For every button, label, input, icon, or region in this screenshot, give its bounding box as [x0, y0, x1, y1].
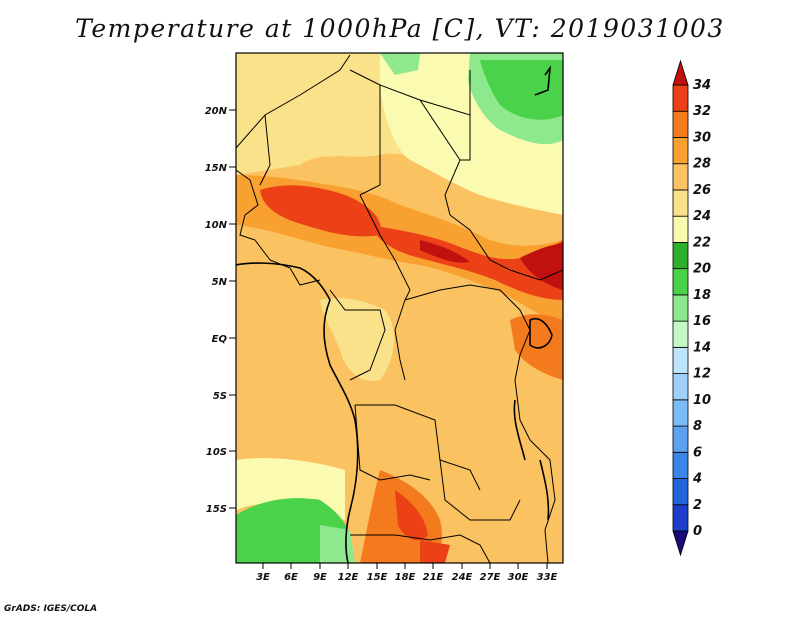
- colorbar-over-triangle: [672, 59, 689, 86]
- field-hot-core-west: [260, 185, 381, 237]
- colorbar-box: [672, 346, 689, 374]
- border-segment: [404, 284, 521, 311]
- red-sea-coast: [534, 65, 552, 96]
- field-central-cool: [320, 298, 395, 381]
- colorbar-label: 30: [693, 130, 711, 145]
- colorbar-label: 12: [693, 367, 711, 382]
- border-segment: [439, 459, 521, 521]
- colorbar-box: [672, 242, 689, 270]
- border-segment: [350, 534, 491, 563]
- colorbar-box: [672, 268, 689, 296]
- colorbar-label: 34: [693, 78, 711, 93]
- lat-tick-label: 15N: [205, 163, 228, 174]
- colorbar-box: [672, 110, 689, 138]
- colorbar-label: 10: [693, 393, 711, 408]
- colorbar-label: 24: [693, 209, 711, 224]
- colorbar-label: 6: [693, 445, 702, 460]
- colorbar-box: [672, 294, 689, 322]
- lon-tick-label: 18E: [395, 572, 416, 583]
- lake-tanganyika: [513, 399, 526, 461]
- colorbar-label: 32: [693, 104, 711, 119]
- colorbar-label: 28: [693, 157, 711, 172]
- lon-tick-label: 24E: [452, 572, 473, 583]
- field-atlantic: [236, 265, 360, 490]
- field-south-hot-tip: [420, 540, 450, 563]
- lon-tick-label: 3E: [256, 572, 270, 583]
- colorbar-box: [672, 373, 689, 401]
- lat-tick-label: 15S: [206, 504, 227, 515]
- colorbar-label: 22: [693, 235, 711, 250]
- border-segment: [394, 299, 406, 381]
- lake-malawi: [539, 459, 550, 521]
- border-segment: [529, 439, 556, 563]
- lon-tick-label: 15E: [367, 572, 388, 583]
- coastlines: [236, 65, 553, 563]
- west-coastline: [236, 262, 359, 563]
- border-segment: [355, 404, 481, 491]
- lon-tick-label: 21E: [423, 572, 444, 583]
- lon-tick-label: 9E: [313, 572, 327, 583]
- colorbar-under-triangle: [672, 530, 689, 557]
- colorbar-label: 18: [693, 288, 711, 303]
- border-segment: [236, 54, 351, 149]
- colorbar-box: [672, 504, 689, 532]
- colorbar-box: [672, 320, 689, 348]
- chart-title: Temperature at 1000hPa [C], VT: 20190310…: [75, 14, 725, 43]
- colorbar-box: [672, 478, 689, 506]
- lat-tick-label: 5S: [213, 391, 227, 402]
- field-north-green-small: [380, 53, 420, 75]
- colorbar-box: [672, 189, 689, 217]
- colorbar-label: 16: [693, 314, 711, 329]
- colorbar-label: 2: [693, 498, 702, 513]
- country-borders: [236, 54, 563, 563]
- colorbar-box: [672, 137, 689, 165]
- lon-tick-label: 30E: [508, 572, 529, 583]
- field-south-green-light: [320, 525, 355, 563]
- field-north-green-dark: [480, 60, 563, 120]
- field-hot-peak-central: [420, 240, 470, 263]
- lon-tick-label: 27E: [480, 572, 501, 583]
- colorbar-label: 4: [692, 472, 702, 487]
- colorbar-box: [672, 425, 689, 453]
- border-segment: [419, 99, 461, 216]
- colorbar-box: [672, 215, 689, 243]
- border-segment: [359, 194, 411, 301]
- lat-tick-label: 10S: [206, 447, 227, 458]
- lon-tick-label: 6E: [284, 572, 298, 583]
- field-south-hot-core: [395, 490, 428, 541]
- border-segment: [259, 114, 271, 186]
- border-segment: [460, 115, 471, 161]
- lon-tick-label: 12E: [338, 572, 359, 583]
- colorbar-label: 26: [693, 183, 711, 198]
- lat-tick-label: 5N: [212, 277, 228, 288]
- border-segment: [236, 169, 271, 261]
- border-segment: [514, 309, 531, 441]
- colorbar-label: 0: [693, 524, 702, 539]
- colorbar-box: [672, 84, 689, 112]
- lake-victoria: [529, 317, 553, 349]
- lon-tick-label: 33E: [537, 572, 558, 583]
- border-segment: [449, 214, 563, 281]
- temperature-field: [236, 53, 563, 563]
- lat-tick-label: EQ: [212, 334, 228, 345]
- field-hot-peak-east: [520, 243, 563, 290]
- colorbar-label: 8: [693, 419, 702, 434]
- footer-credit: GrADS: IGES/COLA: [4, 604, 98, 614]
- longitude-axis: 3E 6E 9E 12E 15E 18E 21E 24E 27E 30E 33E: [256, 563, 558, 583]
- lat-tick-label: 10N: [205, 220, 228, 231]
- map-frame: [235, 52, 564, 564]
- border-segment: [359, 85, 381, 196]
- colorbar-label: 14: [693, 340, 711, 355]
- latitude-axis: 20N 15N 10N 5N EQ 5S 10S 15S: [205, 106, 236, 515]
- colorbar-label: 20: [693, 262, 711, 277]
- border-segment: [329, 289, 386, 381]
- lat-tick-label: 20N: [205, 106, 228, 117]
- colorbar-box: [672, 163, 689, 191]
- colorbar-box: [672, 399, 689, 427]
- colorbar-box: [672, 451, 689, 479]
